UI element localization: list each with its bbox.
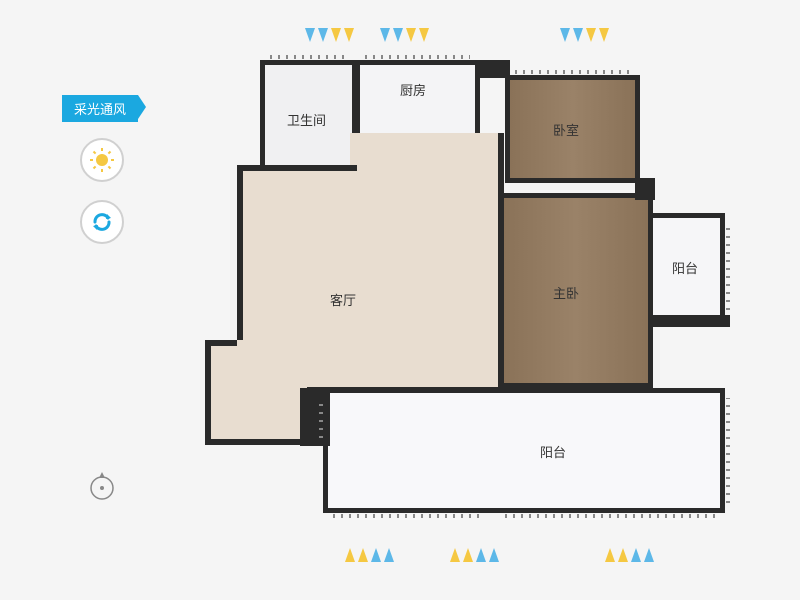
refresh-icon	[89, 209, 115, 235]
refresh-button[interactable]	[80, 200, 124, 244]
vent-arrows	[305, 28, 354, 42]
room-living-ext	[350, 133, 502, 178]
entry-floor	[237, 340, 307, 398]
balcony-large-label: 阳台	[540, 442, 566, 461]
window-marks	[515, 70, 630, 74]
bedroom2-label: 卧室	[553, 120, 579, 139]
wall-seg	[498, 133, 504, 393]
wall-seg	[475, 60, 510, 78]
vent-arrows	[560, 28, 609, 42]
wall-seg	[300, 388, 330, 446]
master-label: 主卧	[553, 283, 579, 302]
wall-seg	[635, 178, 655, 200]
window-marks	[505, 514, 715, 518]
vent-arrows	[450, 548, 499, 562]
bathroom-label: 卫生间	[287, 110, 326, 129]
balcony-small-label: 阳台	[672, 258, 698, 277]
room-kitchen	[355, 60, 480, 138]
vent-arrows	[345, 548, 394, 562]
wall-seg	[237, 165, 357, 171]
window-marks	[333, 514, 483, 518]
sun-button[interactable]	[80, 138, 124, 182]
lighting-ventilation-badge: 采光通风	[62, 95, 138, 122]
window-marks	[726, 398, 730, 503]
badge-label: 采光通风	[74, 102, 126, 117]
window-marks	[726, 225, 730, 310]
kitchen-label: 厨房	[400, 80, 426, 99]
living-label: 客厅	[330, 290, 356, 309]
window-marks	[365, 55, 470, 59]
window-marks	[270, 55, 350, 59]
wall-seg	[650, 315, 730, 327]
room-balcony-large	[323, 388, 725, 513]
sun-icon	[89, 147, 115, 173]
vent-arrows	[605, 548, 654, 562]
window-marks	[319, 398, 323, 438]
floorplan: 卫生间 厨房 卧室 客厅 主卧 阳台 阳台	[205, 40, 730, 550]
compass-icon	[86, 470, 118, 502]
vent-arrows	[380, 28, 429, 42]
